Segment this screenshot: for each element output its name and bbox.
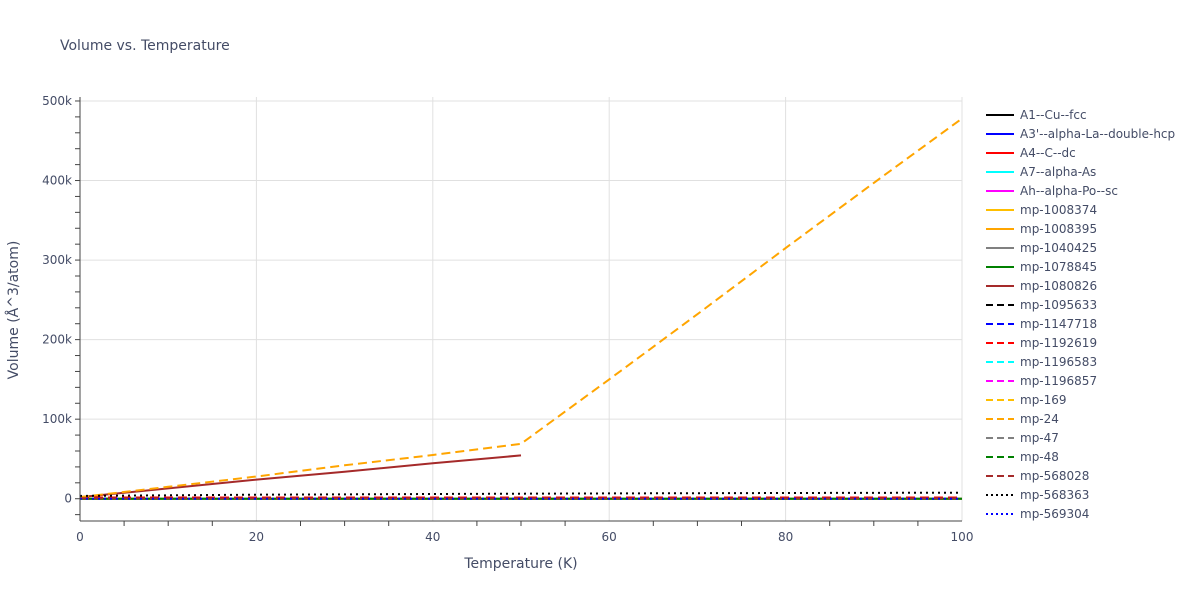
y-tick-label: 200k (42, 333, 72, 347)
series-line (79, 117, 963, 499)
legend-label: mp-568028 (1020, 469, 1089, 483)
grid-layer (80, 97, 963, 521)
x-tick-label: 100 (951, 530, 974, 544)
x-tick-label: 0 (76, 530, 84, 544)
legend-label: A7--alpha-As (1020, 165, 1096, 179)
legend-label: mp-1147718 (1020, 317, 1097, 331)
legend-label: mp-169 (1020, 393, 1067, 407)
y-tick-label: 300k (42, 253, 72, 267)
x-tick-label: 80 (778, 530, 793, 544)
y-tick-label: 400k (42, 174, 72, 188)
legend-label: mp-569304 (1020, 507, 1089, 521)
legend-label: mp-1196583 (1020, 355, 1097, 369)
x-axis-title: Temperature (K) (463, 556, 577, 572)
legend-label: mp-48 (1020, 450, 1059, 464)
legend: A1--Cu--fcc A3'--alpha-La--double-hcp A4--… (986, 108, 1175, 521)
legend-label: A3'--alpha-La--double-hcp (1020, 127, 1175, 141)
legend-label: A1--Cu--fcc (1020, 108, 1087, 122)
y-tick-label: 100k (42, 412, 72, 426)
axis-layer: 0 20 40 60 80 100 0 100k 200k 300k 400k 500k (42, 94, 973, 544)
legend-label: mp-24 (1020, 412, 1059, 426)
x-tick-label: 60 (602, 530, 617, 544)
legend-label: mp-47 (1020, 431, 1059, 445)
legend-label: mp-1040425 (1020, 241, 1097, 255)
legend-label: mp-1080826 (1020, 279, 1097, 293)
legend-label: mp-1192619 (1020, 336, 1097, 350)
series-layer (79, 117, 963, 500)
y-tick-label: 0 (64, 492, 72, 506)
y-tick-label: 500k (42, 94, 72, 108)
legend-label: mp-1078845 (1020, 260, 1097, 274)
legend-label: mp-1095633 (1020, 298, 1097, 312)
x-tick-label: 20 (249, 530, 264, 544)
legend-label: mp-1008395 (1020, 222, 1097, 236)
legend-label: Ah--alpha-Po--sc (1020, 184, 1118, 198)
chart-title: Volume vs. Temperature (60, 38, 230, 54)
y-axis-title: Volume (Å^3/atom) (5, 241, 22, 380)
series-line (79, 454, 522, 499)
legend-label: A4--C--dc (1020, 146, 1076, 160)
legend-label: mp-568363 (1020, 488, 1089, 502)
x-tick-label: 40 (425, 530, 440, 544)
legend-label: mp-1196857 (1020, 374, 1097, 388)
legend-label: mp-1008374 (1020, 203, 1097, 217)
